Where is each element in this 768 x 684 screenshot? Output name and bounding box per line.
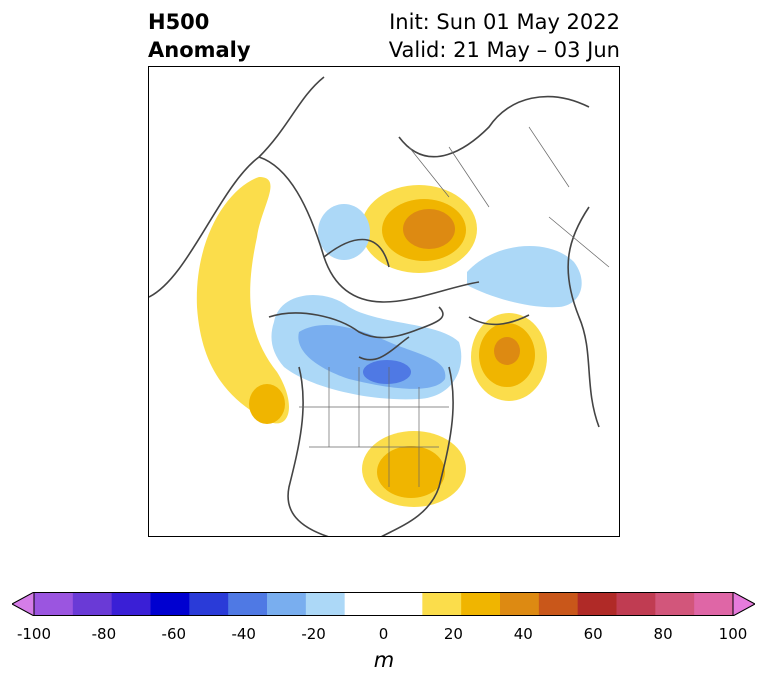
anomaly-negative-east-siberia — [318, 204, 370, 260]
anomaly-positive-atlantic — [471, 313, 547, 401]
colorbar-cell — [344, 592, 384, 616]
colorbar-cell — [111, 592, 151, 616]
anomaly-negative-canada — [271, 295, 462, 400]
colorbar — [12, 592, 755, 616]
colorbar-tick-label: 20 — [443, 625, 463, 643]
colorbar-cell — [461, 592, 501, 616]
anomaly-positive-eastern-us — [362, 431, 466, 507]
colorbar-cell — [383, 592, 423, 616]
colorbar-tick-label: -100 — [16, 625, 52, 643]
colorbar-cell — [150, 592, 190, 616]
anomaly-map — [149, 76, 610, 536]
colorbar-cell — [538, 592, 579, 616]
coastlines — [149, 76, 600, 536]
colorbar-tick-label: 60 — [583, 625, 603, 643]
field-title: H500 — [148, 10, 210, 34]
map-panel — [148, 66, 620, 537]
colorbar-cell — [228, 592, 268, 616]
colorbar-cell — [694, 592, 734, 616]
colorbar-extend-low — [12, 592, 35, 616]
colorbar-cell — [616, 592, 656, 616]
colorbar-cell — [655, 592, 695, 616]
colorbar-tick-label: 40 — [513, 625, 533, 643]
colorbar-tick-label: -40 — [231, 625, 256, 643]
colorbar-unit-label: m — [373, 648, 395, 672]
colorbar-cell — [500, 592, 540, 616]
colorbar-tick-label: 0 — [378, 625, 389, 643]
colorbar-cell — [72, 592, 113, 616]
colorbar-tick-label: -60 — [161, 625, 187, 643]
anomaly-negative-scandinavia — [467, 245, 582, 308]
colorbar-tick-label: 80 — [653, 625, 673, 643]
valid-range: Valid: 21 May – 03 Jun — [388, 38, 620, 62]
borders — [299, 126, 610, 487]
colorbar-cell — [577, 592, 617, 616]
anomaly-positive-pacific — [196, 177, 289, 424]
chart-title-block: H500 Anomaly — [148, 8, 251, 64]
colorbar-cell — [189, 592, 229, 616]
colorbar-cells — [12, 592, 755, 616]
colorbar-tick-label: -20 — [301, 625, 326, 643]
colorbar-tick-label: -80 — [91, 625, 117, 643]
colorbar-cell — [267, 592, 307, 616]
colorbar-extend-high — [732, 592, 755, 616]
init-date: Init: Sun 01 May 2022 — [389, 10, 620, 34]
colorbar-cell — [422, 592, 462, 616]
colorbar-tick-label: 100 — [718, 625, 748, 643]
date-info-block: Init: Sun 01 May 2022 Valid: 21 May – 03… — [389, 8, 620, 64]
colorbar-cell — [305, 592, 346, 616]
colorbar-outline — [33, 592, 734, 616]
anomaly-positive-siberia — [361, 185, 477, 273]
field-subtitle: Anomaly — [148, 38, 251, 62]
colorbar-cell — [34, 592, 74, 616]
